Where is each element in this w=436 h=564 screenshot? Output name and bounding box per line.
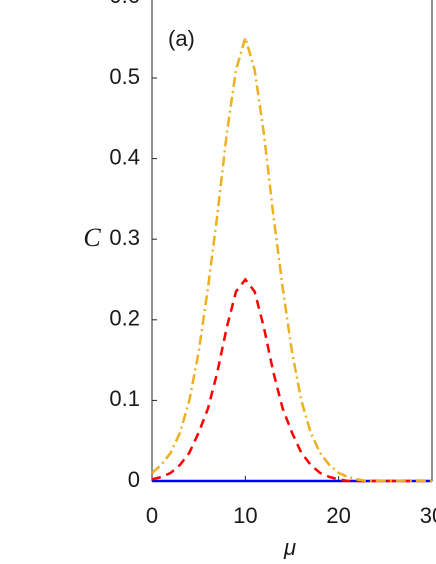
- y-tick-label: 0.1: [109, 386, 140, 411]
- annotation: (a): [168, 26, 195, 51]
- y-tick-label: 0.5: [109, 64, 140, 89]
- x-tick-label: 20: [326, 503, 350, 528]
- x-axis-label: μ: [283, 535, 296, 560]
- y-tick-label: 0: [128, 467, 140, 492]
- series-line: [151, 33, 432, 483]
- x-tick-label: 10: [233, 503, 257, 528]
- y-tick-label: 0.3: [109, 225, 140, 250]
- x-tick-label: 0: [146, 503, 158, 528]
- y-tick-label: 0.6: [109, 0, 140, 8]
- series-line: [151, 277, 432, 483]
- y-tick-label: 0.4: [109, 144, 140, 169]
- plot-frame: [151, 0, 433, 482]
- x-tick-label: 30: [420, 503, 436, 528]
- y-tick-label: 0.2: [109, 306, 140, 331]
- y-axis-label: C: [83, 223, 101, 252]
